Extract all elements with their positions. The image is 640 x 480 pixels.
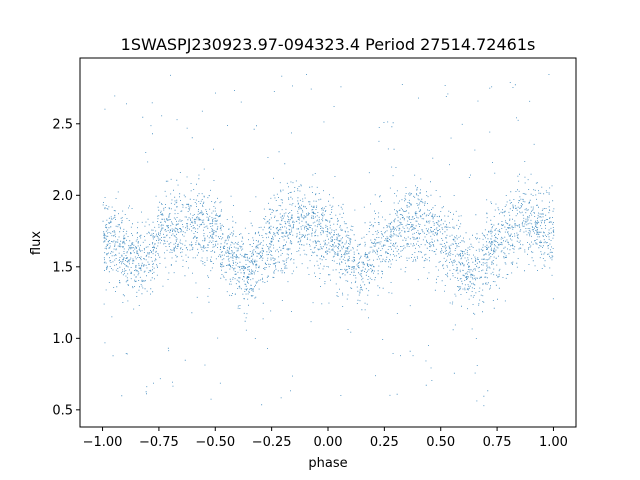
y-tick-label: 1.0 (52, 332, 73, 347)
x-tick-label: 0.75 (483, 435, 512, 450)
y-tick-label: 1.5 (52, 260, 73, 275)
x-tick-label: 0.50 (426, 435, 455, 450)
y-tick-label: 2.5 (52, 117, 73, 132)
x-tick-label: 1.00 (539, 435, 568, 450)
y-axis: 0.5 1.0 1.5 2.0 2.5 (52, 117, 80, 418)
x-tick-label: −0.25 (252, 435, 292, 450)
x-tick-label: −0.75 (139, 435, 179, 450)
x-axis-label: phase (308, 456, 347, 471)
x-tick-label: −1.00 (83, 435, 123, 450)
x-tick-label: −0.50 (195, 435, 235, 450)
x-tick-label: 0.25 (370, 435, 399, 450)
chart-title: 1SWASPJ230923.97-094323.4 Period 27514.7… (121, 35, 536, 54)
x-axis: −1.00 −0.75 −0.50 −0.25 0.00 0.25 0.50 0.75 1.00 (83, 427, 568, 450)
y-axis-label: flux (29, 231, 44, 255)
y-tick-label: 2.0 (52, 189, 73, 204)
y-tick-label: 0.5 (52, 403, 73, 418)
x-tick-label: 0.00 (314, 435, 343, 450)
